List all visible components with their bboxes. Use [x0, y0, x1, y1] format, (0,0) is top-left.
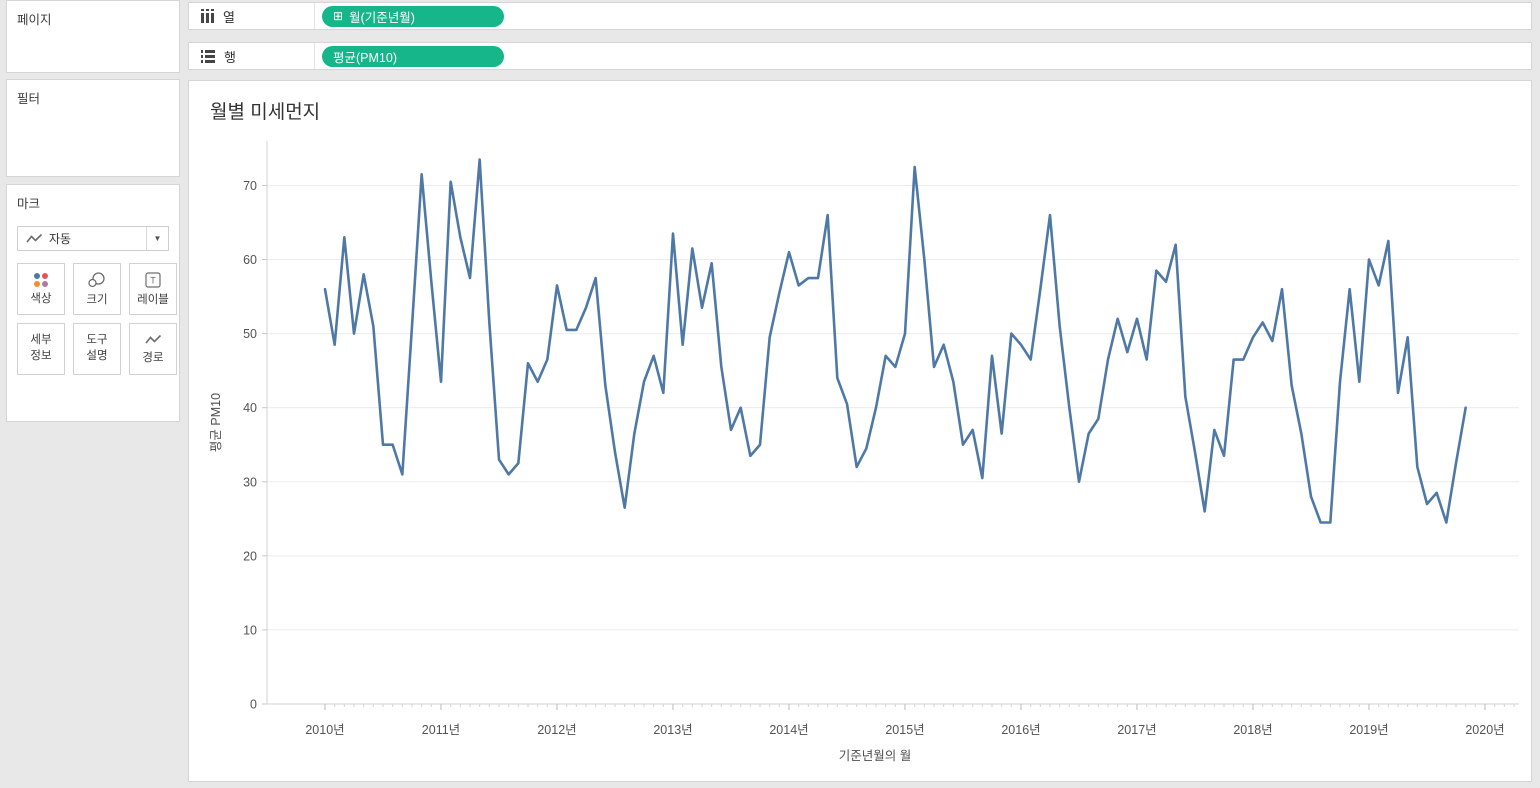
svg-text:10: 10 [243, 623, 257, 637]
color-button-label: 색상 [30, 292, 52, 305]
svg-text:T: T [150, 275, 156, 285]
chart-card: 0 10 20 30 40 50 60 70 2010년 2011년 2012년 2013년 2014년… [188, 80, 1532, 782]
svg-text:2014년: 2014년 [769, 723, 808, 737]
detail-button[interactable]: 세부 정보 [17, 323, 65, 375]
line-mark-icon [26, 233, 43, 243]
marks-panel: 마크 자동 ▼ 색상 크기 T 레이블 [6, 184, 180, 422]
size-button[interactable]: 크기 [73, 263, 121, 315]
label-button[interactable]: T 레이블 [129, 263, 177, 315]
svg-text:30: 30 [243, 475, 257, 489]
rows-shelf[interactable]: 행 평균(PM10) [188, 42, 1532, 70]
svg-text:2012년: 2012년 [537, 723, 576, 737]
path-line-icon [144, 334, 161, 344]
filters-shelf-panel[interactable]: 필터 [6, 79, 180, 177]
svg-text:2013년: 2013년 [653, 723, 692, 737]
size-button-label: 크기 [86, 293, 108, 306]
marks-panel-title: 마크 [17, 197, 41, 211]
svg-text:2020년: 2020년 [1465, 723, 1504, 737]
svg-text:60: 60 [243, 253, 257, 267]
svg-text:70: 70 [243, 179, 257, 193]
svg-text:2015년: 2015년 [885, 723, 924, 737]
mark-buttons: 색상 크기 T 레이블 세부 정보 도구 설명 [17, 263, 179, 375]
size-circles-icon [88, 271, 105, 287]
chart-canvas[interactable]: 0 10 20 30 40 50 60 70 2010년 2011년 2012년 2013년 2014년… [189, 81, 1533, 783]
x-axis-title: 기준년월의 월 [839, 749, 911, 763]
filters-panel-title: 필터 [17, 92, 41, 106]
svg-text:2010년: 2010년 [305, 723, 344, 737]
mark-type-label: 자동 [49, 232, 72, 246]
svg-text:20: 20 [243, 549, 257, 563]
columns-shelf[interactable]: 열 ⊞ 월(기준년월) [188, 2, 1532, 30]
pill-month-date-label: 월(기준년월) [349, 10, 415, 25]
svg-text:2017년: 2017년 [1117, 723, 1156, 737]
columns-icon [201, 9, 214, 23]
color-button[interactable]: 색상 [17, 263, 65, 315]
pill-avg-pm10[interactable]: 평균(PM10) [322, 45, 504, 67]
columns-shelf-label: 열 [223, 9, 235, 25]
detail-button-label-2: 정보 [30, 350, 52, 362]
svg-text:40: 40 [243, 401, 257, 415]
chevron-down-icon[interactable]: ▼ [146, 227, 168, 250]
pages-shelf-panel[interactable]: 페이지 [6, 0, 180, 73]
pill-avg-pm10-label: 평균(PM10) [333, 50, 397, 65]
svg-text:0: 0 [250, 698, 257, 712]
tooltip-button[interactable]: 도구 설명 [73, 323, 121, 375]
label-button-label: 레이블 [137, 293, 169, 306]
pm10-line-mark[interactable] [323, 158, 1467, 524]
color-dots-icon [34, 272, 48, 287]
detail-button-label-1: 세부 [30, 334, 52, 347]
path-button-label: 경로 [142, 351, 164, 364]
svg-text:2018년: 2018년 [1233, 723, 1272, 737]
rows-shelf-label: 행 [224, 49, 236, 65]
svg-text:2011년: 2011년 [422, 723, 460, 737]
chart-title: 월별 미세먼지 [210, 102, 321, 123]
svg-text:2019년: 2019년 [1349, 723, 1388, 737]
svg-text:2016년: 2016년 [1001, 723, 1040, 737]
mark-type-dropdown[interactable]: 자동 ▼ [17, 226, 169, 251]
path-button[interactable]: 경로 [129, 323, 177, 375]
rows-icon [201, 49, 215, 63]
plus-box-icon[interactable]: ⊞ [333, 9, 344, 23]
text-box-icon: T [145, 271, 161, 288]
y-axis-title: 평균 PM10 [209, 393, 223, 452]
tooltip-button-label-2: 설명 [86, 350, 108, 362]
pill-month-date[interactable]: ⊞ 월(기준년월) [322, 5, 504, 27]
pages-panel-title: 페이지 [17, 13, 52, 27]
tooltip-button-label-1: 도구 [86, 334, 108, 347]
svg-text:50: 50 [243, 327, 257, 341]
